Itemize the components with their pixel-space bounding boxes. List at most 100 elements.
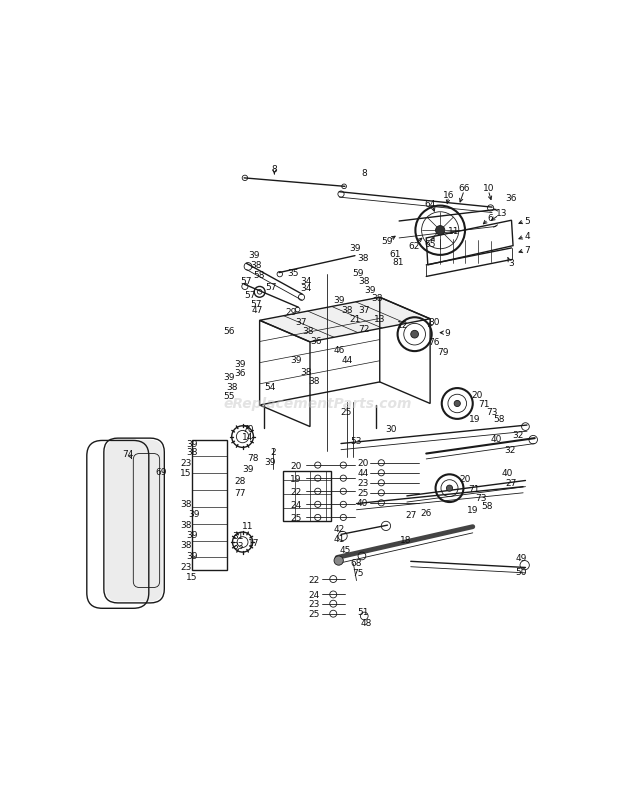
Text: 32: 32	[504, 446, 516, 454]
Text: 32: 32	[512, 430, 523, 439]
Text: 20: 20	[471, 390, 482, 399]
Circle shape	[334, 556, 343, 565]
Text: 73: 73	[475, 493, 486, 503]
Text: 53: 53	[351, 436, 362, 446]
Text: 23: 23	[180, 563, 192, 572]
Text: 29: 29	[285, 308, 296, 316]
Text: 79: 79	[438, 347, 449, 357]
Text: 7: 7	[524, 246, 530, 255]
Text: 36: 36	[311, 336, 322, 345]
Text: 42: 42	[334, 525, 345, 534]
Text: 19: 19	[467, 506, 479, 515]
Text: 30: 30	[385, 424, 396, 433]
Text: 38: 38	[300, 367, 312, 376]
Text: 35: 35	[287, 269, 299, 278]
Text: 81: 81	[392, 257, 404, 267]
Text: 56: 56	[223, 327, 234, 336]
Text: 39: 39	[187, 551, 198, 560]
Text: 61: 61	[389, 250, 401, 259]
Text: 6: 6	[488, 214, 494, 223]
Text: 71: 71	[469, 484, 480, 493]
Text: 41: 41	[334, 535, 345, 544]
Text: 25: 25	[308, 609, 319, 618]
Text: 27: 27	[405, 510, 417, 520]
Text: 72: 72	[358, 325, 370, 334]
Text: 58: 58	[253, 271, 265, 279]
Text: 57: 57	[250, 300, 262, 308]
Text: 39: 39	[264, 457, 275, 467]
Text: 59: 59	[352, 269, 364, 278]
FancyBboxPatch shape	[105, 440, 162, 601]
Text: 65: 65	[424, 239, 436, 248]
Text: 38: 38	[187, 448, 198, 457]
Text: 16: 16	[443, 190, 454, 199]
Circle shape	[410, 331, 418, 339]
Text: 23: 23	[180, 459, 192, 467]
Text: 19: 19	[290, 474, 302, 483]
Text: 26: 26	[420, 508, 432, 518]
Text: 21: 21	[349, 315, 361, 324]
Text: 38: 38	[308, 377, 320, 385]
Text: 34: 34	[301, 276, 312, 285]
Text: 76: 76	[428, 338, 440, 347]
Text: 5: 5	[524, 217, 530, 226]
Text: 39: 39	[290, 356, 302, 365]
Circle shape	[446, 486, 453, 491]
Text: 48: 48	[360, 618, 371, 628]
Text: 15: 15	[180, 469, 192, 478]
Text: 38: 38	[303, 327, 314, 336]
Text: 37: 37	[295, 317, 306, 326]
Text: 27: 27	[506, 478, 517, 487]
Text: 40: 40	[502, 469, 513, 478]
Text: 64: 64	[425, 199, 436, 209]
Circle shape	[435, 226, 445, 235]
Text: 11: 11	[448, 226, 459, 235]
Text: 69: 69	[156, 467, 167, 476]
Text: 74: 74	[122, 450, 133, 459]
Text: 20: 20	[459, 475, 471, 484]
Text: 31: 31	[232, 532, 244, 540]
Text: 39: 39	[242, 465, 254, 474]
Text: 13: 13	[374, 315, 386, 324]
Text: 57: 57	[265, 283, 277, 291]
Text: 78: 78	[247, 454, 259, 463]
Text: 18: 18	[399, 536, 411, 544]
Text: 55: 55	[223, 392, 234, 401]
Text: 59: 59	[381, 236, 392, 246]
Text: 23: 23	[357, 479, 368, 487]
Text: 25: 25	[357, 489, 368, 498]
Text: 14: 14	[242, 433, 254, 442]
Text: 37: 37	[358, 306, 370, 315]
Text: 39: 39	[349, 244, 361, 253]
Text: 46: 46	[334, 345, 345, 355]
Bar	[192, 441, 227, 570]
Text: 57: 57	[241, 276, 252, 285]
Polygon shape	[260, 298, 430, 342]
Text: 54: 54	[264, 382, 275, 392]
Text: 19: 19	[469, 415, 480, 424]
Text: 38: 38	[357, 254, 368, 263]
Text: 66: 66	[458, 184, 470, 194]
Text: 12: 12	[397, 321, 409, 330]
Text: 49: 49	[515, 553, 526, 562]
Text: 50: 50	[515, 567, 526, 576]
Text: 39: 39	[334, 296, 345, 304]
Text: 38: 38	[180, 499, 192, 508]
Text: 39: 39	[188, 509, 200, 519]
Text: 38: 38	[180, 540, 192, 549]
Text: 13: 13	[495, 209, 507, 218]
Text: 23: 23	[308, 599, 319, 609]
Text: 70: 70	[242, 424, 254, 433]
Text: 20: 20	[357, 459, 368, 467]
Text: 28: 28	[234, 476, 246, 485]
Text: 39: 39	[234, 360, 246, 369]
Text: 2: 2	[270, 447, 276, 456]
Text: 17: 17	[249, 538, 260, 547]
Text: 77: 77	[234, 488, 246, 497]
Text: 10: 10	[482, 184, 494, 194]
Circle shape	[454, 401, 460, 407]
Text: 38: 38	[358, 276, 370, 285]
Text: 39: 39	[249, 251, 260, 260]
Text: 11: 11	[242, 521, 254, 530]
Text: 4: 4	[524, 232, 530, 241]
